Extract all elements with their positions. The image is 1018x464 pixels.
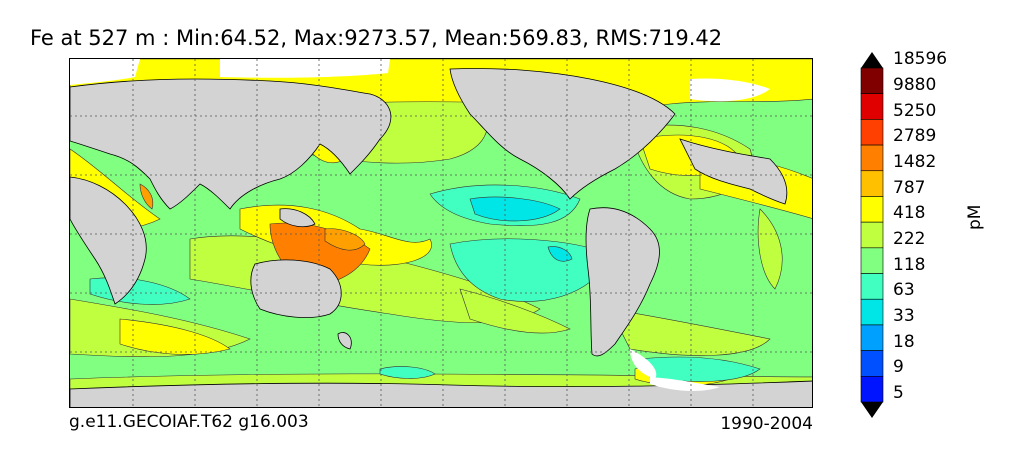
north-america-land	[449, 68, 676, 200]
colorbar-tick-label: 18596	[893, 49, 948, 70]
colorbar-tick-label: 2789	[893, 126, 937, 147]
south-america-land	[585, 207, 660, 357]
colorbar-tick-label: 1482	[893, 151, 937, 172]
equatorial-pacific-cyan	[469, 196, 561, 222]
red-sea-orange	[139, 183, 154, 210]
time-period-caption: 1990-2004	[720, 414, 813, 434]
colorbar-segment	[860, 144, 884, 172]
colorbar-tick-label: 18	[893, 331, 915, 352]
southeast-pacific-cyan	[547, 246, 573, 262]
east-atlantic-lime	[757, 208, 783, 290]
colorbar-segment	[860, 247, 884, 274]
colorbar-tick-label: 5250	[893, 100, 937, 121]
colorbar-extend-bottom	[861, 402, 883, 418]
patagonia-no-data	[630, 349, 657, 379]
colorbar	[860, 52, 884, 418]
colorbar-segments	[860, 52, 884, 418]
kerguelen-yellow	[119, 318, 231, 355]
australia-land	[250, 259, 342, 318]
europe-africa-west-land	[679, 138, 788, 205]
colorbar-tick-label: 63	[893, 280, 915, 301]
map-title: Fe at 527 m : Min:64.52, Max:9273.57, Me…	[30, 26, 723, 50]
colorbar-segment	[860, 93, 884, 120]
colorbar-segment	[860, 350, 884, 377]
pacific-tongue-lime	[459, 288, 571, 334]
colorbar-segment	[860, 221, 884, 249]
map-panel	[69, 58, 813, 408]
colorbar-tick-label: 118	[893, 254, 926, 275]
borneo-land	[279, 208, 316, 228]
ocean-field-map	[70, 59, 812, 407]
greenland-no-data	[690, 78, 770, 102]
colorbar-tick-label: 9880	[893, 74, 937, 95]
colorbar-tick-label: 222	[893, 229, 926, 249]
colorbar-extend-top	[861, 52, 883, 68]
colorbar-tick-label: 5	[893, 383, 904, 404]
colorbar-tick-label: 9	[893, 357, 904, 378]
colorbar-segment	[860, 376, 884, 403]
colorbar-tick-label: 33	[893, 306, 915, 327]
colorbar-segment	[860, 67, 884, 94]
new-zealand-land	[337, 332, 352, 350]
colorbar-tick-label: 418	[893, 203, 926, 224]
ross-turquoise	[379, 366, 436, 379]
colorbar-units-label: pM	[965, 204, 985, 230]
colorbar-segment	[860, 196, 884, 223]
arctic-no-data-center	[220, 59, 390, 78]
colorbar-segment	[860, 298, 884, 326]
graticule	[70, 59, 812, 407]
africa-east-land	[70, 176, 147, 305]
colorbar-segment	[860, 324, 884, 351]
arctic-no-data-west	[70, 59, 140, 85]
antarctica-land	[70, 380, 812, 407]
colorbar-segment	[860, 170, 884, 197]
run-name-caption: g.e11.GECOIAF.T62 g16.003	[69, 412, 309, 432]
colorbar-segment	[860, 273, 884, 300]
colorbar-segment	[860, 119, 884, 146]
antarctic-shelf-no-data	[650, 377, 720, 391]
south-atlantic-lime	[609, 308, 771, 356]
colorbar-tick-label: 787	[893, 177, 926, 198]
eurasia-land	[70, 78, 392, 210]
